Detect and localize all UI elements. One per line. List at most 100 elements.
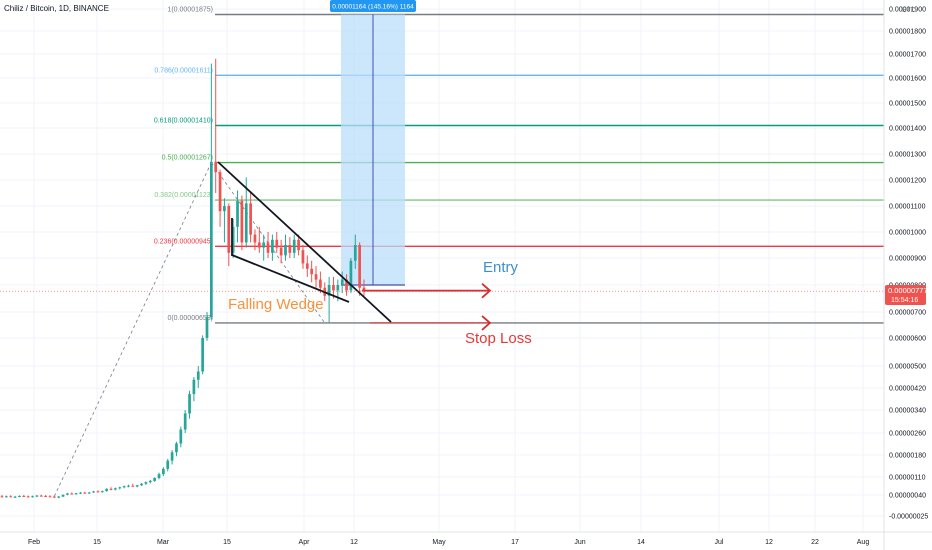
candle-body: [18, 495, 21, 497]
candle: [188, 390, 191, 419]
drawings[interactable]: Falling Wedge Entry Stop Loss: [0, 161, 884, 347]
price-tick-label[interactable]: 0.00000040: [889, 493, 926, 500]
price-tick-label[interactable]: 0.00000340: [889, 408, 926, 415]
candle-body: [35, 495, 39, 497]
symbol-title[interactable]: Chiliz / Bitcoin, 1D, BINANCE: [4, 4, 109, 13]
price-tick-label[interactable]: 0.00000500: [889, 364, 926, 371]
candle-body: [48, 496, 52, 498]
candle-body: [279, 247, 283, 256]
candle-body: [301, 250, 305, 264]
price-tick-label[interactable]: 0.00001600: [889, 76, 926, 83]
candle-body: [122, 486, 126, 488]
time-tick-label[interactable]: Aug: [857, 539, 870, 546]
candle-body: [205, 317, 209, 338]
candle: [9, 495, 13, 498]
time-tick-label[interactable]: Apr: [299, 539, 311, 546]
price-tick-label[interactable]: 0.00000260: [889, 431, 926, 438]
candle-body: [319, 279, 322, 288]
price-tick-label[interactable]: 0.00000110: [889, 475, 926, 482]
stop-loss-label: Stop Loss: [465, 330, 532, 347]
candle-body: [157, 474, 161, 479]
candle: [288, 237, 292, 258]
price-tick-label[interactable]: 0.00001100: [889, 204, 926, 211]
price-tick-label[interactable]: -0.00000025: [889, 514, 928, 521]
candle-body: [288, 245, 292, 253]
wedge-lower-line[interactable]: [231, 254, 350, 303]
candle-body: [109, 488, 113, 490]
fib-trend-guide: [53, 162, 212, 497]
price-tick-label[interactable]: 0.00001700: [889, 52, 926, 59]
candle-body: [153, 478, 157, 481]
price-tick-label[interactable]: 0.00001000: [889, 230, 926, 237]
price-range-measure[interactable]: 0.00001164 (145.16%) 1164: [330, 0, 416, 286]
time-axis-ticks[interactable]: Feb 15 Mar 15 Apr 12 May 17 Jun 14 Jul 12 22 Aug: [28, 539, 869, 546]
candle: [148, 479, 152, 484]
candle-body: [253, 234, 257, 243]
candle-body: [61, 494, 65, 497]
price-axis-bg: [884, 0, 932, 532]
current-price-tag: 0.00000777 15:54:16: [885, 285, 928, 305]
candle: [301, 245, 305, 269]
candle-body: [249, 203, 252, 235]
currency-label: BTC: [902, 7, 916, 14]
time-tick-label[interactable]: Jul: [715, 539, 724, 546]
price-tick-label[interactable]: 0.00001300: [889, 152, 926, 159]
price-tick-label[interactable]: 0.00001800: [889, 29, 926, 36]
time-tick-label[interactable]: May: [432, 539, 446, 546]
candle-body: [96, 491, 100, 493]
candle: [114, 487, 117, 491]
fib-retracement[interactable]: 1(0.00001875) 0.786(0.00001611) 0.618(0.00…: [154, 7, 884, 324]
time-tick-label[interactable]: 15: [223, 539, 231, 546]
candle-body: [223, 206, 226, 212]
candle: [127, 484, 130, 488]
candle: [262, 234, 266, 261]
time-tick-label[interactable]: 22: [811, 539, 819, 546]
price-tick-label[interactable]: 0.00001200: [889, 178, 926, 185]
candle: [284, 234, 287, 261]
candle-body: [57, 496, 61, 498]
fib-label-0.236: 0.236(0.00000945): [154, 238, 213, 245]
candle: [231, 219, 235, 258]
candle: [39, 494, 43, 497]
price-tick-label[interactable]: 0.00001500: [889, 101, 926, 108]
price-tick-label[interactable]: 0.00000180: [889, 453, 926, 460]
candle-body: [257, 242, 261, 248]
time-tick-label[interactable]: Feb: [28, 539, 40, 546]
candle-body: [140, 483, 143, 486]
candle-body: [66, 493, 69, 495]
candle: [166, 458, 170, 472]
time-tick-label[interactable]: 17: [511, 539, 519, 546]
fib-label-0: 0(0.00000658): [167, 315, 213, 322]
candle: [26, 495, 30, 498]
price-tick-label[interactable]: 0.00000700: [889, 310, 926, 317]
time-tick-label[interactable]: Jun: [574, 539, 585, 546]
candle-body: [353, 245, 357, 261]
wedge-upper-line[interactable]: [217, 161, 392, 323]
price-tick-label[interactable]: 0.00000600: [889, 336, 926, 343]
candle: [170, 450, 174, 465]
candle: [122, 485, 126, 489]
time-tick-label[interactable]: 12: [350, 539, 358, 546]
measure-label-bg: [330, 0, 416, 12]
price-tick-label[interactable]: 0.00001900: [889, 7, 926, 14]
candle: [214, 58, 218, 193]
stop-arrow-head: [481, 315, 492, 331]
price-tick-label[interactable]: 0.00000900: [889, 256, 926, 263]
candle-body: [201, 338, 204, 372]
current-price-tag-bg: [885, 285, 926, 305]
time-tick-label[interactable]: 14: [637, 539, 645, 546]
price-tick-label[interactable]: 0.00001400: [889, 126, 926, 133]
candle-body: [244, 203, 248, 243]
candle-body: [209, 161, 213, 318]
time-tick-label[interactable]: 12: [765, 539, 773, 546]
candle-body: [179, 429, 183, 444]
candle: [362, 279, 366, 296]
time-tick-label[interactable]: 15: [93, 539, 101, 546]
price-tick-label[interactable]: 0.00000420: [889, 386, 926, 393]
candle: [192, 377, 196, 402]
current-price-value: 0.00000777: [888, 286, 928, 295]
time-tick-label[interactable]: Mar: [157, 539, 170, 546]
candle: [275, 232, 279, 253]
